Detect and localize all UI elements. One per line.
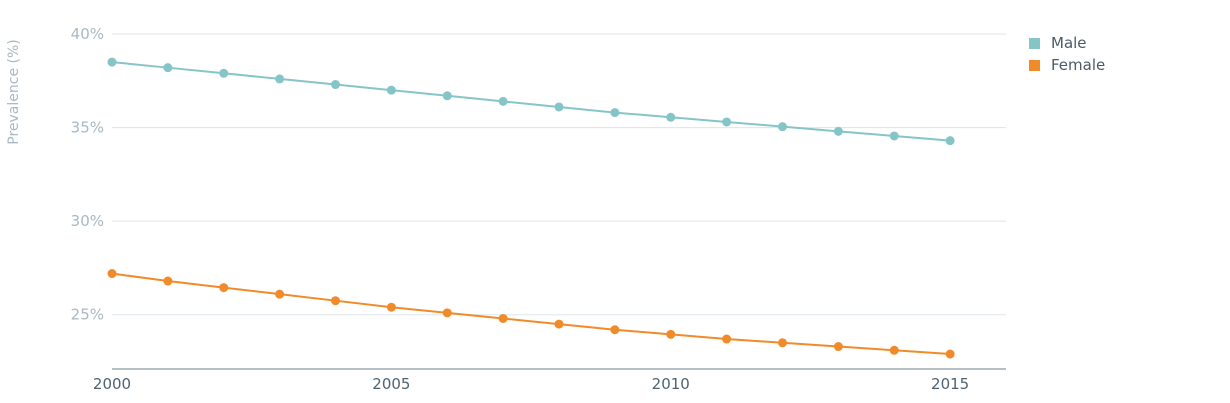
series-male <box>107 57 955 146</box>
legend-item-male[interactable]: Male <box>1029 34 1087 52</box>
data-point-female[interactable] <box>331 296 340 306</box>
legend-label: Male <box>1051 34 1087 52</box>
y-tick-label: 35% <box>71 119 104 137</box>
data-point-male[interactable] <box>722 117 732 127</box>
data-point-male[interactable] <box>610 108 620 118</box>
series-group <box>107 57 955 359</box>
legend-item-female[interactable]: Female <box>1029 56 1105 74</box>
data-point-female[interactable] <box>778 338 787 348</box>
data-point-male[interactable] <box>219 68 229 78</box>
data-point-female[interactable] <box>107 269 117 279</box>
gridlines <box>112 33 1006 316</box>
data-point-male[interactable] <box>778 122 787 132</box>
data-point-male[interactable] <box>386 85 396 95</box>
y-axis-label: Prevalence (%) <box>6 39 22 145</box>
y-tick-label: 30% <box>71 212 104 230</box>
data-point-male[interactable] <box>833 126 843 136</box>
x-tick-label: 2015 <box>931 375 969 393</box>
data-point-male[interactable] <box>331 80 340 90</box>
series-line-female <box>111 272 951 356</box>
data-point-male[interactable] <box>107 57 117 67</box>
legend-swatch <box>1029 60 1040 71</box>
legend-label: Female <box>1051 56 1105 74</box>
y-tick-label: 40% <box>71 25 104 43</box>
data-point-male[interactable] <box>945 136 955 146</box>
data-point-female[interactable] <box>554 319 564 329</box>
x-tick-label: 2000 <box>93 375 131 393</box>
data-point-female[interactable] <box>610 325 620 335</box>
data-point-female[interactable] <box>386 302 396 312</box>
data-point-male[interactable] <box>666 112 676 122</box>
x-tick-label: 2005 <box>372 375 410 393</box>
data-point-male[interactable] <box>554 102 564 112</box>
data-point-female[interactable] <box>219 283 229 293</box>
data-point-female[interactable] <box>722 334 732 344</box>
data-point-female[interactable] <box>666 329 676 339</box>
data-point-male[interactable] <box>889 131 899 141</box>
series-line-male <box>111 61 951 142</box>
data-point-female[interactable] <box>498 313 508 323</box>
y-tick-labels: 25% 30% 35% 40% <box>71 25 104 324</box>
data-point-female[interactable] <box>275 289 285 299</box>
data-point-female[interactable] <box>833 342 843 352</box>
x-tick-label: 2010 <box>652 375 690 393</box>
legend-swatch <box>1029 38 1040 49</box>
series-female <box>107 269 955 359</box>
data-point-male[interactable] <box>498 96 508 106</box>
data-point-male[interactable] <box>163 63 173 73</box>
data-point-male[interactable] <box>275 74 285 84</box>
y-tick-label: 25% <box>71 306 104 324</box>
data-point-female[interactable] <box>163 276 173 286</box>
legend: Male Female <box>1029 34 1105 74</box>
data-point-female[interactable] <box>442 308 452 318</box>
data-point-female[interactable] <box>889 345 899 355</box>
data-point-male[interactable] <box>442 91 452 101</box>
x-tick-labels: 2000 2005 2010 2015 <box>93 375 969 393</box>
data-point-female[interactable] <box>945 349 955 359</box>
